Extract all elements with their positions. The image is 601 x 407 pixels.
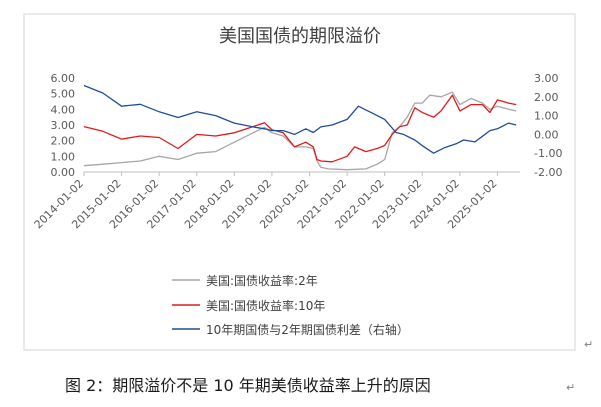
- legend-label-3: 10年期国债与2年期国债利差（右轴）: [206, 322, 409, 337]
- left-tick-label: 0.00: [51, 166, 76, 179]
- chart-border: [23, 13, 576, 351]
- chart-title: 美国国债的期限溢价: [219, 26, 381, 47]
- series-line-2: [83, 94, 517, 163]
- left-tick-label: 4.00: [51, 103, 76, 116]
- legend-label-1: 美国:国债收益率:2年: [206, 273, 318, 288]
- left-tick-label: 3.00: [51, 119, 76, 132]
- right-tick-label: 3.00: [534, 72, 559, 85]
- right-tick-label: -2.00: [534, 166, 562, 179]
- series-line-1: [83, 91, 517, 171]
- left-tick-label: 1.00: [51, 150, 76, 163]
- series-line-3: [83, 84, 517, 154]
- left-tick-label: 6.00: [51, 72, 76, 85]
- right-tick-label: 2.00: [534, 91, 559, 104]
- figure-caption: 图 2：期限溢价不是 10 年期美债收益率上升的原因: [65, 376, 431, 395]
- plot-area: [83, 84, 517, 171]
- right-tick-label: 0.00: [534, 128, 559, 141]
- left-tick-label: 5.00: [51, 88, 76, 101]
- legend-label-2: 美国:国债收益率:10年: [206, 298, 325, 313]
- left-tick-label: 2.00: [51, 135, 76, 148]
- return-mark: ↵: [584, 338, 593, 351]
- return-mark-caption: ↵: [566, 381, 575, 394]
- right-tick-label: 1.00: [534, 110, 559, 123]
- right-axis: -2.00 -1.00 0.00 1.00 2.00 3.00: [534, 72, 562, 179]
- right-tick-label: -1.00: [534, 147, 562, 160]
- left-axis: 0.00 1.00 2.00 3.00 4.00 5.00 6.00: [51, 72, 76, 179]
